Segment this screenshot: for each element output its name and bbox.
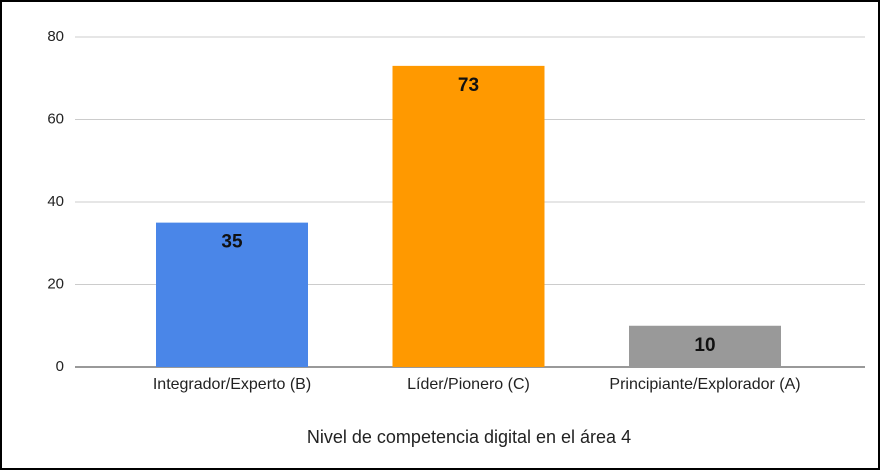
y-tick-label: 20 bbox=[47, 275, 64, 292]
bar bbox=[629, 325, 781, 367]
value-label: 73 bbox=[458, 75, 479, 96]
x-tick-label: Líder/Pionero (C) bbox=[407, 376, 530, 393]
x-axis-title: Nivel de competencia digital en el área … bbox=[307, 427, 631, 447]
y-tick-label: 0 bbox=[56, 358, 64, 375]
bar bbox=[392, 65, 545, 367]
x-tick-label: Principiante/Explorador (A) bbox=[609, 376, 800, 393]
y-tick-label: 60 bbox=[47, 110, 64, 127]
bar bbox=[156, 222, 308, 367]
x-tick-label: Integrador/Experto (B) bbox=[153, 376, 311, 393]
value-label: 10 bbox=[694, 335, 715, 356]
y-tick-label: 80 bbox=[47, 28, 64, 45]
y-tick-label: 40 bbox=[47, 193, 64, 210]
value-label: 35 bbox=[221, 232, 243, 253]
